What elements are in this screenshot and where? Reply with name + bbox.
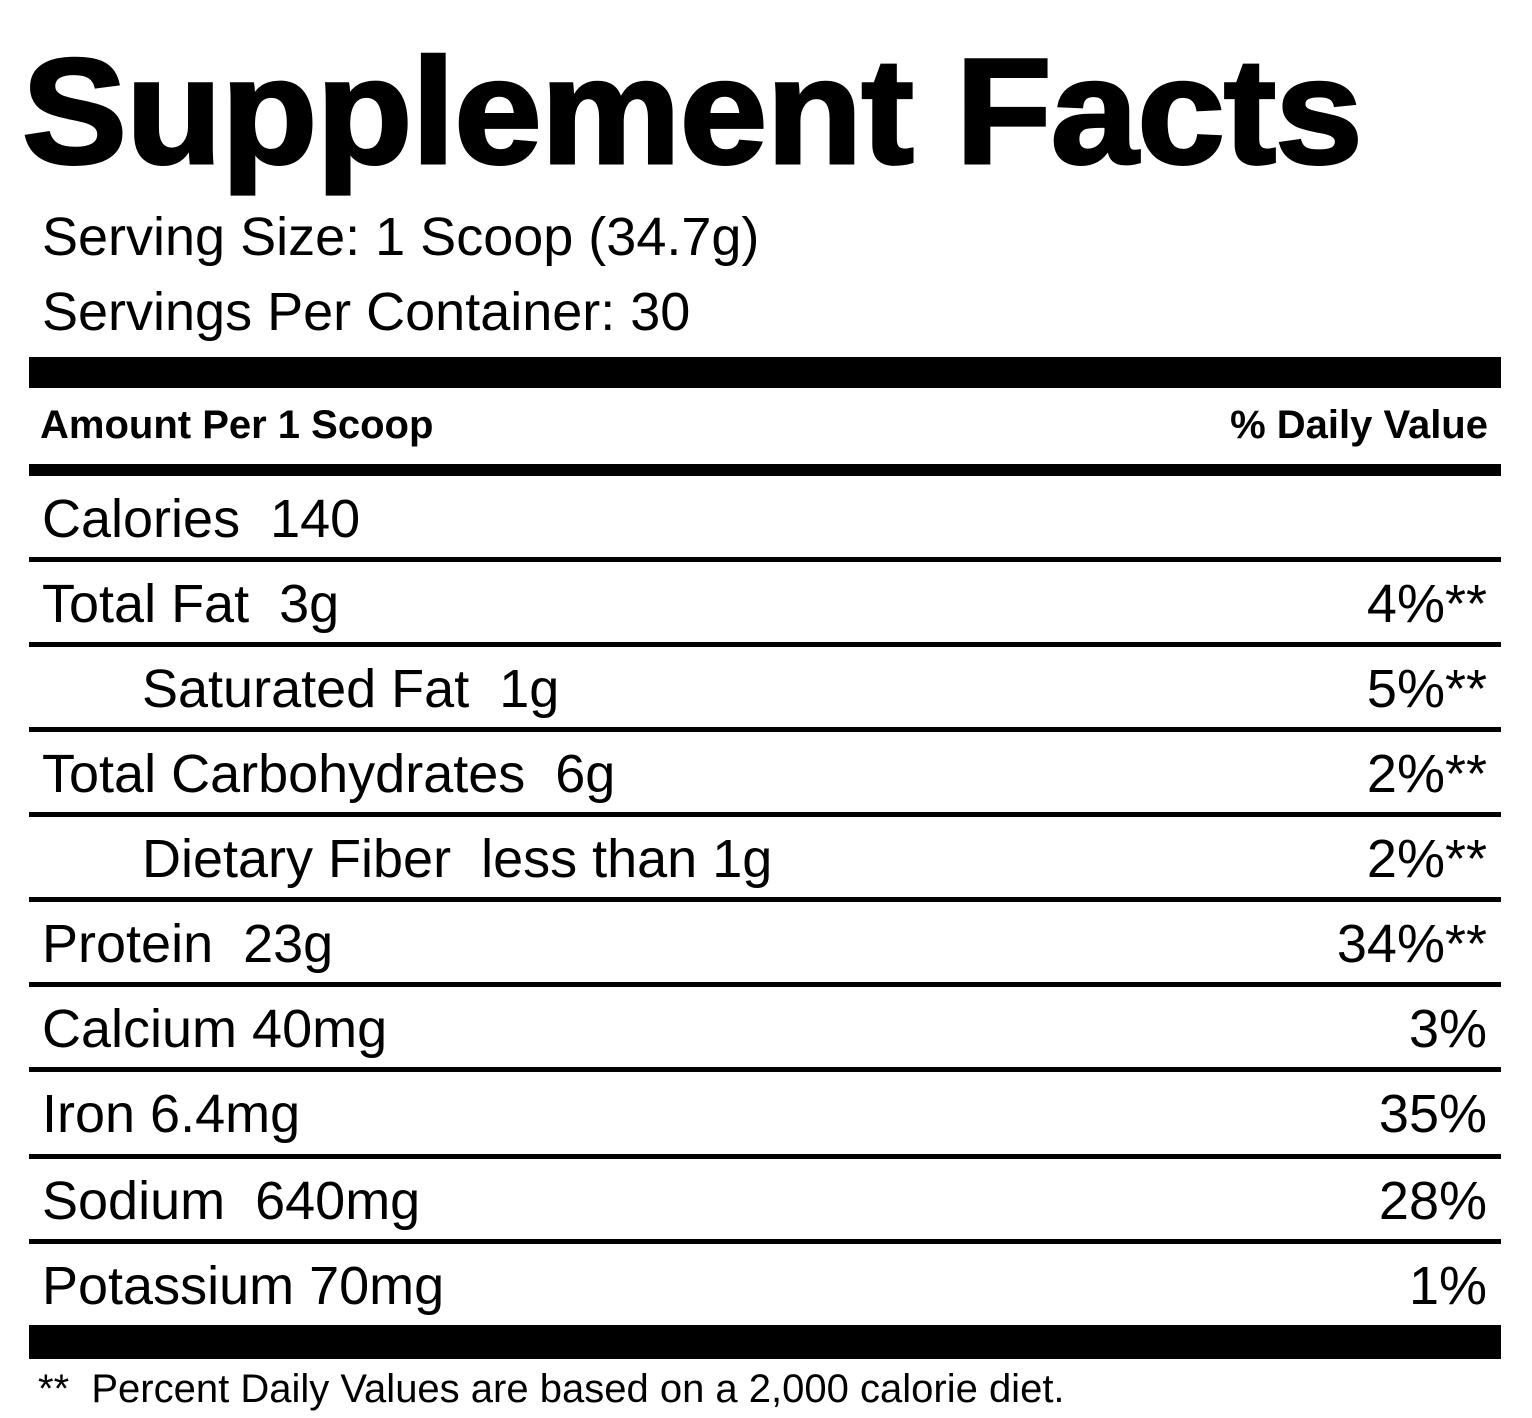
nutrient-label: Calories 140: [42, 489, 361, 549]
nutrient-row-dietary-fiber: Dietary Fiber less than 1g 2%**: [29, 818, 1501, 900]
nutrient-label: Iron 6.4mg: [42, 1084, 301, 1144]
servings-per-container: Servings Per Container: 30: [42, 282, 691, 342]
serving-size: Serving Size: 1 Scoop (34.7g): [42, 207, 760, 267]
nutrient-label: Total Carbohydrates 6g: [42, 744, 616, 804]
nutrient-row-potassium: Potassium 70mg 1%: [29, 1245, 1501, 1327]
daily-value-header: % Daily Value: [1230, 403, 1488, 447]
nutrient-row-total-carbohydrates: Total Carbohydrates 6g 2%**: [29, 733, 1501, 815]
thick-divider-top: [29, 357, 1501, 388]
nutrient-label: Dietary Fiber less than 1g: [142, 829, 773, 889]
nutrient-daily-value: 28%: [1378, 1171, 1487, 1231]
row-divider: [29, 727, 1501, 732]
nutrient-daily-value: 5%**: [1366, 659, 1487, 719]
nutrient-daily-value: 2%**: [1366, 829, 1487, 889]
nutrient-daily-value: 3%: [1408, 999, 1487, 1059]
nutrient-label: Calcium 40mg: [42, 999, 388, 1059]
nutrient-label: Protein 23g: [42, 914, 334, 974]
nutrient-row-iron: Iron 6.4mg 35%: [29, 1073, 1501, 1155]
nutrient-row-calories: Calories 140: [29, 478, 1501, 560]
row-divider: [29, 642, 1501, 647]
nutrient-label: Saturated Fat 1g: [142, 659, 560, 719]
row-divider: [29, 982, 1501, 987]
medium-divider: [29, 464, 1501, 476]
row-divider: [29, 557, 1501, 562]
nutrient-row-saturated-fat: Saturated Fat 1g 5%**: [29, 648, 1501, 730]
nutrient-label: Potassium 70mg: [42, 1256, 445, 1316]
nutrient-label: Sodium 640mg: [42, 1171, 421, 1231]
nutrient-daily-value: 2%**: [1366, 744, 1487, 804]
row-divider: [29, 1067, 1501, 1072]
daily-value-footnote: ** Percent Daily Values are based on a 2…: [38, 1367, 1065, 1411]
nutrient-label: Total Fat 3g: [42, 574, 340, 634]
row-divider: [29, 897, 1501, 902]
nutrient-daily-value: 1%: [1408, 1256, 1487, 1316]
nutrient-row-calcium: Calcium 40mg 3%: [29, 988, 1501, 1070]
nutrient-daily-value: 35%: [1378, 1084, 1487, 1144]
nutrient-daily-value: 34%**: [1336, 914, 1487, 974]
thick-divider-bottom: [29, 1325, 1501, 1359]
row-divider: [29, 812, 1501, 817]
label-title: Supplement Facts: [20, 26, 1364, 197]
nutrient-row-sodium: Sodium 640mg 28%: [29, 1160, 1501, 1242]
row-divider: [29, 1239, 1501, 1244]
nutrient-row-total-fat: Total Fat 3g 4%**: [29, 563, 1501, 645]
amount-per-serving-header: Amount Per 1 Scoop: [40, 403, 434, 447]
nutrient-row-protein: Protein 23g 34%**: [29, 903, 1501, 985]
row-divider: [29, 1154, 1501, 1159]
nutrient-daily-value: 4%**: [1366, 574, 1487, 634]
